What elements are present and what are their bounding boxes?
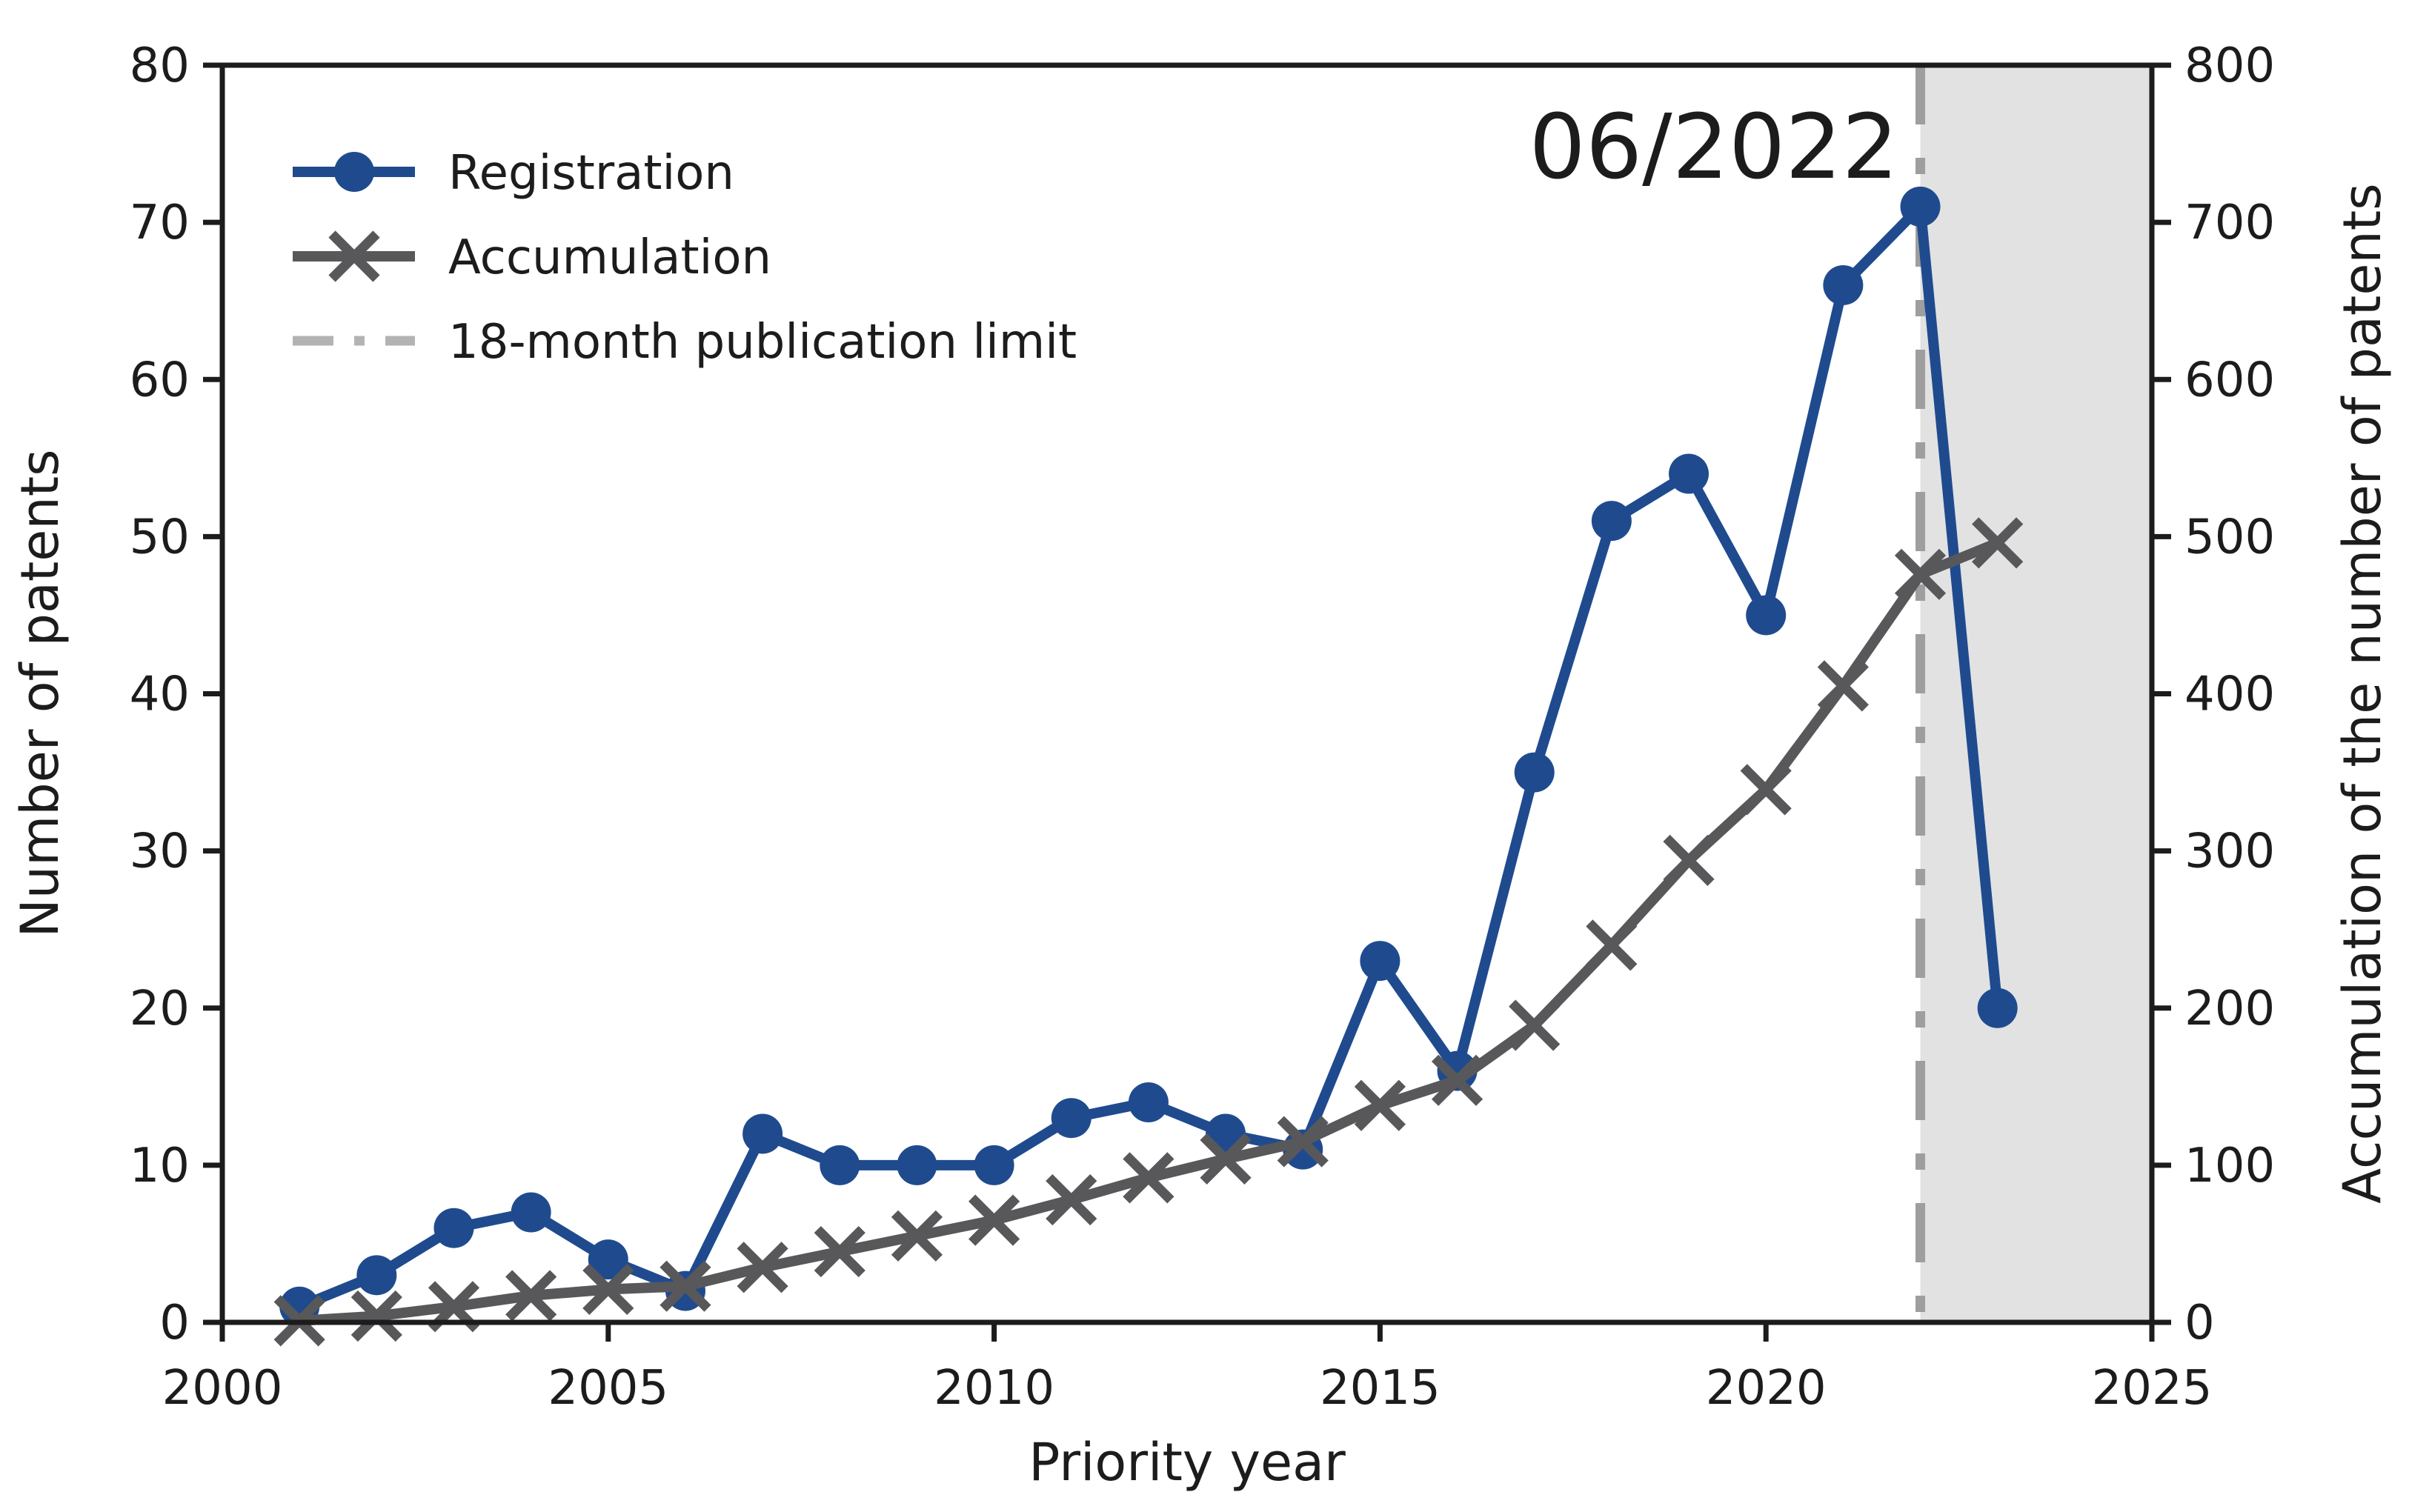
data-point-x xyxy=(814,1225,865,1278)
data-point-x xyxy=(1586,919,1638,971)
data-point-x xyxy=(1894,548,1947,600)
legend-item-registration: Registration xyxy=(293,146,734,201)
legend-label-accumulation: Accumulation xyxy=(448,230,771,285)
y-right-axis-title: Accumulation of the number of patents xyxy=(2332,183,2393,1203)
legend-item-accumulation: Accumulation xyxy=(293,230,771,285)
legend-item-publication-limit: 18-month publication limit xyxy=(293,315,1077,370)
data-point-x xyxy=(1277,1116,1329,1168)
x-tick-label: 2015 xyxy=(1320,1361,1441,1416)
y-right-tick-label: 100 xyxy=(2184,1139,2275,1193)
y-right-tick-label: 400 xyxy=(2184,667,2275,722)
y-left-tick-label: 20 xyxy=(130,982,190,1036)
data-point-circle xyxy=(588,1239,628,1280)
y-left-tick-label: 40 xyxy=(130,667,190,722)
y-left-tick-label: 50 xyxy=(130,510,190,564)
data-point-x xyxy=(737,1242,788,1293)
y-right-tick-label: 600 xyxy=(2184,353,2275,407)
y-left-tick-label: 10 xyxy=(130,1139,190,1193)
data-point-x xyxy=(1046,1173,1097,1226)
x-tick-label: 2000 xyxy=(162,1361,283,1416)
accumulation-series xyxy=(273,517,2024,1347)
data-point-circle xyxy=(1977,988,2018,1028)
legend-label-publication-limit: 18-month publication limit xyxy=(448,315,1077,370)
y-left-tick-label: 70 xyxy=(130,196,190,250)
data-point-circle xyxy=(1823,264,1864,305)
data-point-x xyxy=(1509,999,1561,1051)
data-point-circle xyxy=(433,1208,474,1248)
data-point-x xyxy=(1817,660,1869,712)
data-point-x xyxy=(1663,834,1715,886)
legend-label-registration: Registration xyxy=(448,146,734,201)
data-point-x xyxy=(968,1194,1020,1246)
y-right-tick-label: 0 xyxy=(2184,1296,2215,1351)
data-point-circle xyxy=(1514,752,1555,793)
y-left-tick-label: 60 xyxy=(130,353,190,407)
x-tick-label: 2020 xyxy=(1706,1361,1827,1416)
data-point-x xyxy=(350,1290,402,1342)
y-left-tick-label: 80 xyxy=(130,39,190,93)
registration-line xyxy=(294,201,2003,1312)
data-point-circle xyxy=(820,1145,860,1185)
x-tick-label: 2025 xyxy=(2092,1361,2213,1416)
data-point-circle xyxy=(1128,1082,1169,1123)
accumulation-line xyxy=(294,537,2003,1326)
axes-layer: 2000 2005 2010 2015 2020 20250102030405060708… xyxy=(130,39,2276,1416)
data-point-circle xyxy=(897,1145,937,1185)
x-marker-icon xyxy=(328,230,380,282)
data-point-x xyxy=(1354,1079,1406,1131)
data-point-circle xyxy=(1900,186,1941,227)
data-point-x xyxy=(1972,517,2024,569)
y-right-tick-label: 700 xyxy=(2184,196,2275,250)
future-period-shade xyxy=(1920,65,2152,1322)
data-point-circle xyxy=(974,1145,1014,1185)
data-point-x xyxy=(582,1263,634,1316)
y-right-tick-label: 500 xyxy=(2184,510,2275,564)
y-left-tick-label: 30 xyxy=(130,825,190,879)
data-point-x xyxy=(1123,1152,1174,1204)
data-point-x xyxy=(1200,1133,1252,1185)
data-point-circle xyxy=(1360,941,1400,982)
x-tick-label: 2010 xyxy=(934,1361,1054,1416)
series-layer xyxy=(273,186,2024,1347)
data-point-x xyxy=(1431,1054,1483,1106)
data-point-x xyxy=(1740,764,1792,816)
circle-marker-icon xyxy=(334,152,374,192)
data-point-circle xyxy=(356,1255,397,1296)
y-right-tick-label: 300 xyxy=(2184,825,2275,879)
data-point-circle xyxy=(511,1192,551,1233)
data-point-circle xyxy=(742,1113,783,1154)
x-axis-title: Priority year xyxy=(1029,1432,1346,1493)
y-left-axis-title: Number of patents xyxy=(10,449,70,937)
data-point-x xyxy=(891,1210,943,1262)
data-point-x xyxy=(659,1260,711,1312)
y-left-tick-label: 0 xyxy=(159,1296,190,1351)
legend: Registration Accumulation 18-month publi… xyxy=(293,146,1077,370)
y-right-tick-label: 200 xyxy=(2184,982,2275,1036)
data-point-circle xyxy=(1746,595,1787,636)
data-point-x xyxy=(505,1270,557,1322)
data-point-circle xyxy=(1591,501,1632,542)
y-right-tick-label: 800 xyxy=(2184,39,2275,93)
annotation-date: 06/2022 xyxy=(1529,96,1898,199)
x-tick-label: 2005 xyxy=(548,1361,668,1416)
data-point-circle xyxy=(1669,453,1709,494)
data-point-circle xyxy=(1051,1098,1091,1139)
